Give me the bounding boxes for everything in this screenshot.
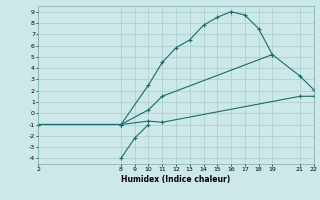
X-axis label: Humidex (Indice chaleur): Humidex (Indice chaleur) — [121, 175, 231, 184]
